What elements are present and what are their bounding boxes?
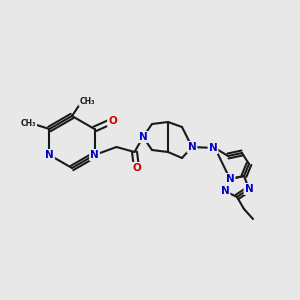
Text: N: N <box>139 132 147 142</box>
Text: N: N <box>226 174 234 184</box>
Text: CH₃: CH₃ <box>79 97 95 106</box>
Text: N: N <box>188 142 196 152</box>
Text: O: O <box>108 116 117 126</box>
Text: N: N <box>45 150 54 160</box>
Text: CH₃: CH₃ <box>21 119 36 128</box>
Text: N: N <box>244 184 253 194</box>
Text: N: N <box>90 150 99 160</box>
Text: O: O <box>132 163 141 173</box>
Text: N: N <box>220 186 230 196</box>
Text: N: N <box>208 143 217 153</box>
